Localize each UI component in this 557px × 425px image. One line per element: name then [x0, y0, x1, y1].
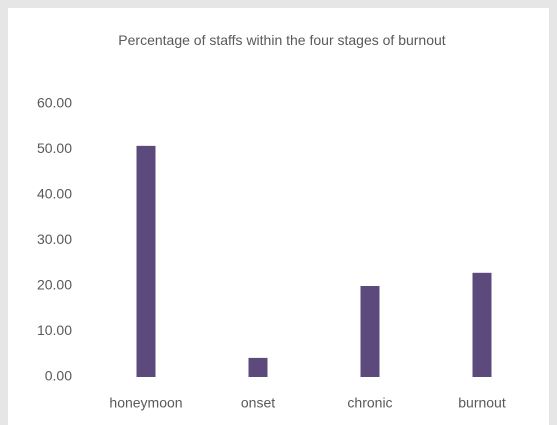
y-tick-label: 50.00: [37, 140, 72, 156]
y-tick-label: 60.00: [37, 95, 72, 111]
chart-title: Percentage of staffs within the four sta…: [118, 32, 446, 48]
x-tick-label: honeymoon: [109, 395, 182, 411]
x-tick-label: burnout: [458, 395, 506, 411]
x-tick-label: onset: [241, 395, 275, 411]
y-tick-label: 20.00: [37, 277, 72, 293]
bar: [136, 145, 156, 377]
y-tick-label: 10.00: [37, 322, 72, 338]
y-tick-label: 0.00: [45, 368, 72, 384]
y-tick-label: 30.00: [37, 231, 72, 247]
bar: [472, 272, 492, 377]
bar: [248, 357, 268, 377]
bar: [360, 286, 380, 377]
x-tick-label: chronic: [347, 395, 392, 411]
chart-area: [8, 8, 549, 425]
y-tick-label: 40.00: [37, 186, 72, 202]
